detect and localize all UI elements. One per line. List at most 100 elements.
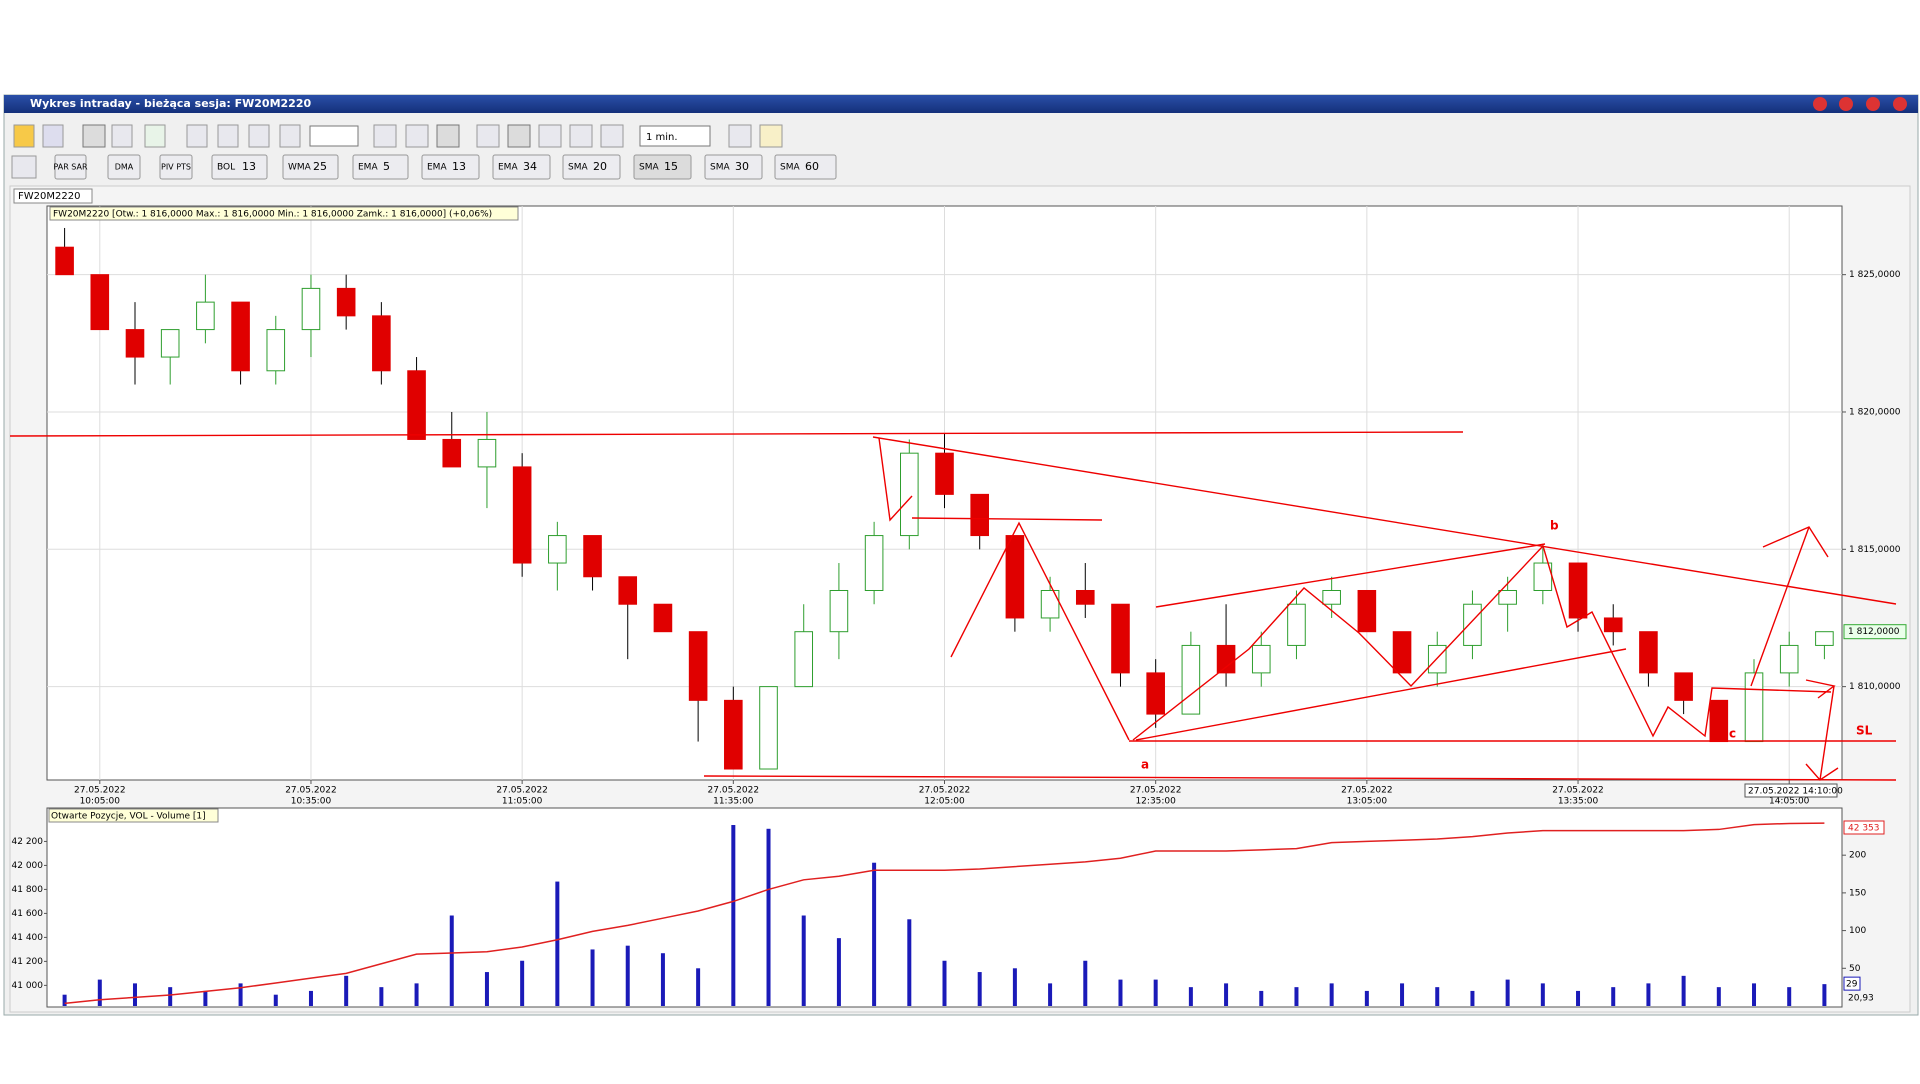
indicator-button[interactable] <box>633 154 692 180</box>
line-chart-button[interactable] <box>373 124 397 148</box>
y-tick-label: 1 825,0000 <box>1849 270 1901 280</box>
minimize-button[interactable] <box>1839 97 1853 111</box>
open-button[interactable] <box>13 124 35 148</box>
oi-last-box <box>1843 820 1885 835</box>
volume-bar <box>907 919 912 1006</box>
candle-body <box>372 315 391 372</box>
bar-chart-button[interactable] <box>405 124 429 148</box>
volume-bar <box>731 825 736 1006</box>
candle-body <box>1005 535 1025 619</box>
colors-button[interactable] <box>728 124 752 148</box>
indicator-button[interactable] <box>492 154 551 180</box>
volume-bar <box>1224 983 1229 1006</box>
y-tick-label: 1 820,0000 <box>1849 407 1901 417</box>
drawn-trendlines <box>9 431 1897 781</box>
candle-body <box>125 329 145 358</box>
indicator-button[interactable] <box>774 154 837 180</box>
volume-bar <box>625 945 630 1006</box>
indicator-button[interactable] <box>282 154 339 180</box>
candle-body <box>90 274 110 331</box>
toolbar-main: 1 min. <box>11 124 783 179</box>
candle-body <box>1251 644 1271 674</box>
volume-bar <box>1012 968 1017 1006</box>
x-tick-date: 27.05.2022 <box>285 786 337 796</box>
indicator-button[interactable] <box>159 154 193 180</box>
last-price-box <box>1843 624 1907 640</box>
interval-dropdown[interactable] <box>639 125 711 147</box>
tool-button[interactable] <box>111 124 133 148</box>
dropdown[interactable] <box>309 125 359 147</box>
x-tick-date: 27.05.2022 <box>496 786 548 796</box>
volume-bar <box>1118 979 1123 1006</box>
panel-title-box <box>48 808 219 823</box>
volume-bar <box>660 953 665 1006</box>
indicator-period: 15 <box>664 160 678 173</box>
indicator-button[interactable] <box>211 154 268 180</box>
candle-body <box>1568 562 1588 619</box>
lin-button[interactable] <box>569 124 593 148</box>
candle-body <box>442 438 462 468</box>
volume-bar <box>1435 987 1440 1006</box>
zoom-in-button[interactable] <box>217 124 239 148</box>
indicator-name: EMA <box>358 163 378 173</box>
zigzag <box>950 521 1130 741</box>
indicator-button[interactable] <box>421 154 480 180</box>
candle-body <box>1146 672 1165 715</box>
candle-body <box>1674 672 1693 701</box>
indicator-button[interactable] <box>107 154 141 180</box>
x-tick-time: 12:35:00 <box>1135 797 1176 807</box>
indicator-button[interactable] <box>54 154 87 180</box>
forward-button[interactable] <box>279 124 301 148</box>
log-button[interactable] <box>507 124 531 148</box>
settings-button[interactable] <box>1813 97 1827 111</box>
back-button[interactable] <box>186 124 208 148</box>
volume-bar <box>872 862 877 1006</box>
volume-last-box <box>1843 976 1861 991</box>
zoom-out-button[interactable] <box>248 124 270 148</box>
window-title: Wykres intraday - bieżąca sesja: FW20M22… <box>30 97 311 110</box>
volume-bar <box>238 983 243 1006</box>
maximize-button[interactable] <box>1866 97 1880 111</box>
lin-button[interactable] <box>538 124 562 148</box>
interval-label: 1 min. <box>646 132 678 143</box>
save-button[interactable] <box>42 124 64 148</box>
cursor-button[interactable] <box>82 124 106 148</box>
candle-body <box>1744 672 1764 743</box>
indicator-button[interactable] <box>352 154 409 180</box>
volume-bar <box>1400 983 1405 1006</box>
y-tick-label: 42 000 <box>12 861 44 871</box>
y-tick-label: 1 815,0000 <box>1849 545 1901 555</box>
annotation: b <box>1550 519 1559 533</box>
indicator-button[interactable] <box>704 154 763 180</box>
candle-body <box>653 603 673 633</box>
volume-bar <box>97 979 102 1006</box>
x-tick-time: 11:05:00 <box>502 797 543 807</box>
x-tick-time: 13:35:00 <box>1558 797 1599 807</box>
y2-tick-label: 200 <box>1849 851 1866 861</box>
volume-bar <box>1822 984 1827 1006</box>
volume-bar <box>801 915 806 1006</box>
trendline <box>872 436 1897 605</box>
close-button[interactable] <box>1893 97 1907 111</box>
candle-body <box>336 287 356 317</box>
indicator-period: 13 <box>242 160 256 173</box>
percent-button[interactable] <box>600 124 624 148</box>
volume-bar <box>1611 987 1616 1006</box>
candle-body <box>160 329 180 358</box>
edit-button[interactable] <box>759 124 783 148</box>
candle-chart-button[interactable] <box>436 124 460 148</box>
volume-bar <box>766 828 771 1006</box>
y-tick-label: 41 400 <box>12 933 44 943</box>
trendline <box>9 431 1464 437</box>
refresh-button[interactable] <box>144 124 166 148</box>
candle-body <box>1111 603 1130 674</box>
info-line: FW20M2220 [Otw.: 1 816,0000 Max.: 1 816,… <box>53 210 492 220</box>
log-button[interactable] <box>476 124 500 148</box>
series-tag-box <box>13 188 93 204</box>
indicator-button[interactable] <box>562 154 621 180</box>
volume-bar <box>555 881 560 1006</box>
candle-body <box>196 301 215 331</box>
candle-body <box>1322 589 1341 605</box>
indicator-button[interactable] <box>11 155 37 179</box>
